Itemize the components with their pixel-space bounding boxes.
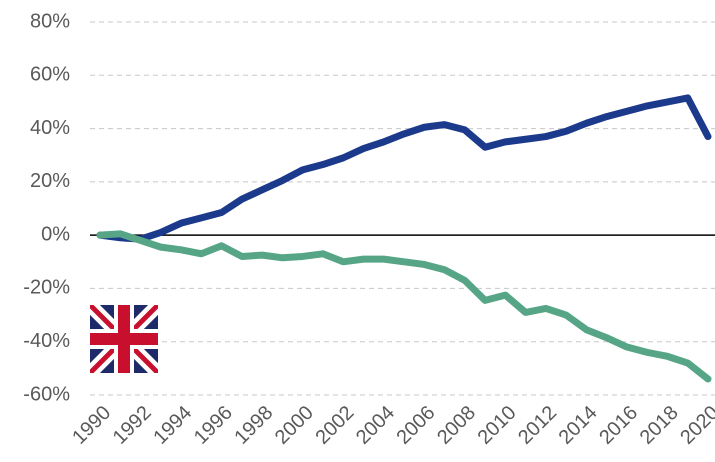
x-tick-label: 2012 [514, 402, 561, 449]
y-tick-label: -60% [23, 383, 70, 405]
x-tick-label: 2000 [271, 402, 318, 449]
series-line [96, 230, 712, 383]
x-tick-label: 2002 [311, 402, 358, 449]
x-tick-label: 2010 [474, 402, 521, 449]
flag [90, 305, 158, 373]
series-line [96, 94, 712, 243]
x-tick-label: 2016 [595, 402, 642, 449]
x-tick-label: 1996 [190, 402, 237, 449]
y-tick-label: 80% [30, 10, 70, 32]
y-tick-label: 20% [30, 170, 70, 192]
x-tick-label: 1990 [68, 402, 115, 449]
x-tick-label: 2020 [676, 402, 715, 449]
y-tick-label: 60% [30, 64, 70, 86]
x-tick-label: 2008 [433, 402, 480, 449]
y-tick-label: 40% [30, 117, 70, 139]
x-tick-label: 2006 [393, 402, 440, 449]
x-tick-label: 2018 [636, 402, 683, 449]
x-tick-label: 1994 [149, 402, 196, 449]
grid [90, 21, 715, 396]
x-tick-label: 2004 [352, 402, 399, 449]
y-tick-label: 0% [41, 223, 70, 245]
x-tick-label: 1992 [109, 402, 156, 449]
y-tick-label: -40% [23, 330, 70, 352]
x-tick-label: 2014 [555, 402, 602, 449]
y-tick-label: -20% [23, 277, 70, 299]
x-tick-label: 1998 [230, 402, 277, 449]
